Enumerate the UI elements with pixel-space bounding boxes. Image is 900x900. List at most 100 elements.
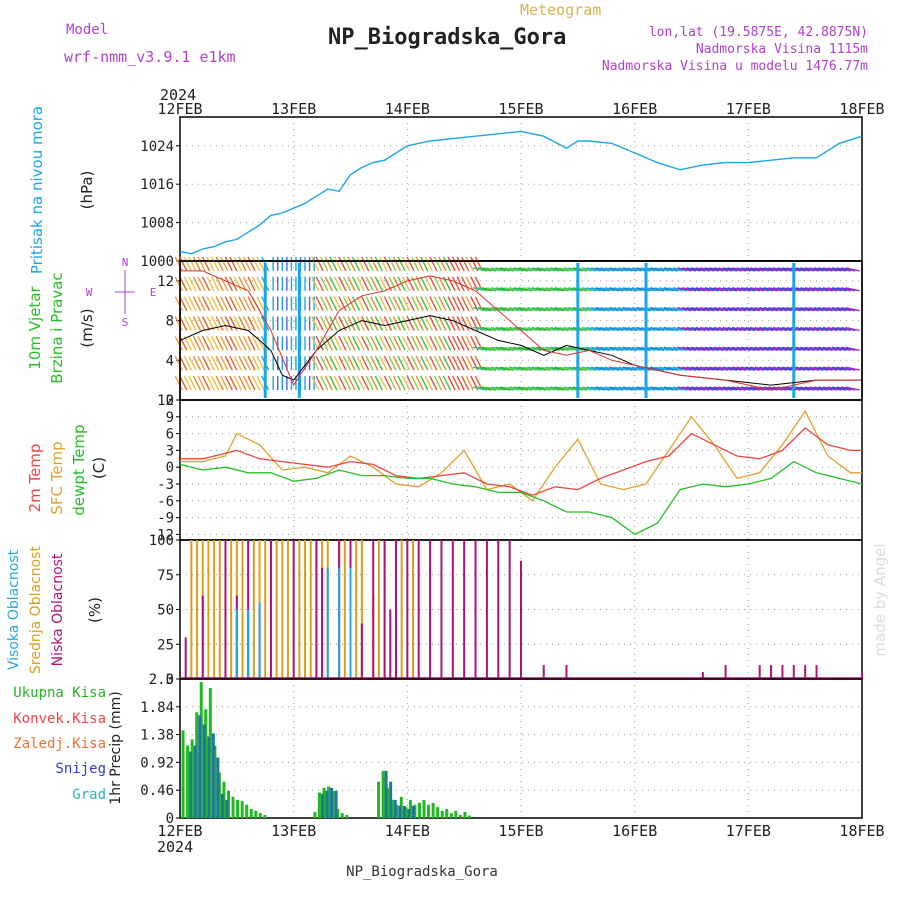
wind-barb xyxy=(215,276,224,292)
wind-barb xyxy=(379,316,388,331)
wind-barb xyxy=(424,316,433,331)
wind-barb xyxy=(804,267,819,272)
wind-barb xyxy=(215,316,224,331)
wind-barb xyxy=(238,375,247,391)
cloud-unit-label: (%) xyxy=(86,597,104,623)
wind-axis-label-2: Brzina i Pravac xyxy=(48,272,66,383)
wind-barb xyxy=(745,267,760,272)
wind-barb xyxy=(704,306,719,312)
wind-barb xyxy=(401,256,411,272)
precip-snow-bar xyxy=(198,715,202,818)
wind-barb xyxy=(461,375,470,391)
wind-barb xyxy=(490,346,506,352)
precip-snow-bar xyxy=(330,787,334,818)
wind-barb xyxy=(465,355,474,371)
wind-barb xyxy=(677,306,692,312)
wind-barb xyxy=(627,326,642,332)
wind-barb xyxy=(831,366,847,371)
x-tick-label: 18FEB xyxy=(839,100,884,118)
wind-barb xyxy=(486,326,501,332)
wind-barb xyxy=(333,256,343,272)
wind-barb xyxy=(518,366,533,371)
wind-barb xyxy=(636,306,651,312)
wind-barb xyxy=(813,366,829,371)
wind-barb xyxy=(631,366,647,371)
x-tick-label: 12FEB xyxy=(157,822,202,840)
wind-barb xyxy=(640,386,656,391)
wind-barb xyxy=(627,287,642,292)
precip-total-bar xyxy=(386,787,390,818)
wind-barb xyxy=(736,287,751,292)
temp2m-axis-label: 2m Temp xyxy=(26,444,44,513)
wind-barb xyxy=(754,287,769,292)
wind-barb xyxy=(481,267,497,272)
y-tick-label: 0 xyxy=(166,811,174,827)
wind-barb xyxy=(351,336,361,351)
wind-barb xyxy=(356,375,365,391)
wind-barb xyxy=(477,366,492,371)
wind-barb xyxy=(613,346,628,352)
wind-barb xyxy=(727,267,742,272)
wind-barb xyxy=(411,276,420,292)
precip-axis-label: 1hr Precip (mm) xyxy=(108,691,124,804)
wind-barb xyxy=(663,287,679,292)
precip-total-bar xyxy=(340,813,344,818)
wind-barb xyxy=(229,296,238,311)
wind-barb xyxy=(522,366,538,371)
wind-barb xyxy=(750,366,765,371)
wind-barb xyxy=(813,306,829,312)
y-tick-label: 12 xyxy=(157,274,174,290)
wind-barb xyxy=(401,336,411,351)
wind-barb xyxy=(233,296,243,311)
wind-panel: 0 4 8 12 N W E S xyxy=(86,256,863,409)
wind-barb xyxy=(704,386,719,391)
wind-barb xyxy=(718,366,733,371)
wind-barb xyxy=(329,256,338,272)
wind-barb xyxy=(379,336,388,351)
wind-barb xyxy=(495,346,510,352)
wind-barb xyxy=(804,287,819,292)
wind-barb xyxy=(622,366,638,371)
wind-barb xyxy=(242,276,252,292)
x-tick-label: 17FEB xyxy=(726,100,771,118)
wind-barb xyxy=(545,326,560,332)
wind-barb xyxy=(518,326,533,332)
wind-barb xyxy=(768,326,783,332)
wind-barb xyxy=(215,336,224,351)
wind-barb xyxy=(536,267,551,272)
wind-barb xyxy=(215,375,224,391)
wind-barb xyxy=(451,336,461,351)
wind-barb xyxy=(509,287,524,292)
wind-barb xyxy=(595,326,610,332)
wind-barb xyxy=(406,355,415,371)
wind-barb xyxy=(768,386,783,391)
wind-barb xyxy=(320,296,329,311)
wind-barb xyxy=(595,366,610,371)
wind-barb xyxy=(554,386,569,391)
precip-total-bar xyxy=(377,781,381,818)
wind-barb xyxy=(518,267,533,272)
wind-barb xyxy=(600,386,615,391)
wind-barb xyxy=(481,386,497,391)
wind-barb xyxy=(713,267,729,272)
wind-barb xyxy=(324,256,333,272)
wind-barb xyxy=(677,386,692,391)
wind-barb xyxy=(741,287,756,292)
wind-barb xyxy=(831,326,847,332)
wind-barb xyxy=(827,366,842,371)
wind-barb xyxy=(438,375,447,391)
wind-barb xyxy=(731,386,747,391)
wind-barb xyxy=(522,267,538,272)
wind-barb xyxy=(420,316,429,331)
wind-barb xyxy=(709,267,724,272)
wind-barb xyxy=(690,267,706,272)
wind-barb xyxy=(609,287,624,292)
precip-total-bar xyxy=(231,796,235,818)
wind-barb xyxy=(718,287,733,292)
wind-barb xyxy=(663,326,679,332)
wind-barb xyxy=(433,316,443,331)
wind-barb xyxy=(681,287,697,292)
wind-barb xyxy=(456,336,465,351)
wind-barb xyxy=(804,306,819,312)
wind-barb xyxy=(486,346,501,352)
